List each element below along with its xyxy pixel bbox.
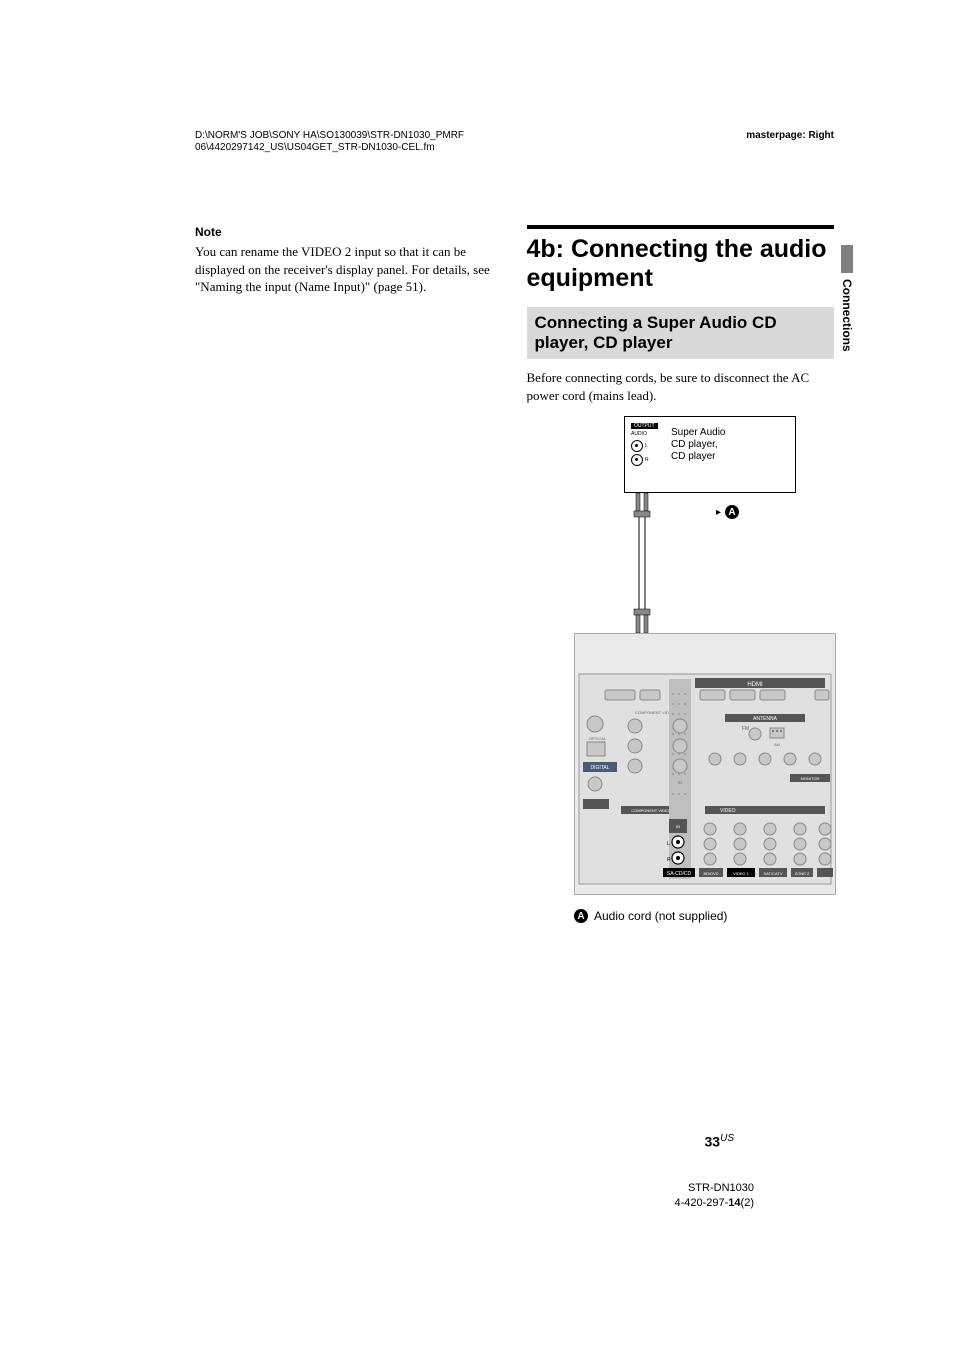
svg-text:ZONE 2: ZONE 2 (795, 871, 810, 876)
r-label: R (645, 457, 649, 463)
header-masterpage: masterpage: Right (746, 130, 834, 154)
page-number-value: 33 (705, 1134, 721, 1150)
header-path-line1: D:\NORM'S JOB\SONY HA\SO130039\STR-DN103… (195, 130, 464, 142)
device-name: Super Audio CD player, CD player (671, 427, 726, 463)
page-number: 33US (705, 1133, 734, 1150)
rca-jack-r-icon (631, 454, 643, 466)
lbl-hdmi: HDMI (747, 682, 763, 688)
rca-pair: L R (631, 439, 658, 467)
device-name-line1: Super Audio (671, 427, 726, 439)
subsection-box: Connecting a Super Audio CD player, CD p… (527, 307, 835, 360)
svg-text:COMPONENT VIDEO: COMPONENT VIDEO (631, 808, 671, 813)
header-path-line2: 06\4420297142_US\US04GET_STR-DN1030-CEL.… (195, 142, 464, 154)
svg-text:OPTICAL: OPTICAL (589, 736, 607, 741)
svg-text:BD/DVD: BD/DVD (703, 871, 718, 876)
l-label: L (645, 443, 648, 449)
svg-text:AM: AM (774, 742, 780, 747)
device-connector-panel: OUTPUT AUDIO L R (631, 423, 658, 467)
legend-row: A Audio cord (not supplied) (574, 909, 834, 923)
header-row: D:\NORM'S JOB\SONY HA\SO130039\STR-DN103… (195, 130, 834, 154)
footer-info: STR-DN1030 4-420-297-14(2) (674, 1181, 754, 1210)
rca-jack-l-icon (631, 440, 643, 452)
diagram-area: OUTPUT AUDIO L R Super Audio CD player, … (574, 416, 834, 923)
svg-text:VIDEO: VIDEO (720, 808, 736, 814)
side-tab-bar (841, 245, 853, 273)
callout-letter-a: A (725, 505, 739, 519)
device-name-line2: CD player, (671, 439, 726, 451)
svg-text:FM: FM (742, 726, 749, 732)
output-label: OUTPUT (631, 423, 658, 429)
page-container: D:\NORM'S JOB\SONY HA\SO130039\STR-DN103… (0, 0, 954, 1350)
footer-docnum: 4-420-297-14(2) (674, 1196, 754, 1210)
svg-text:IN: IN (676, 824, 680, 829)
content-columns: Note You can rename the VIDEO 2 input so… (195, 225, 834, 923)
audio-label: AUDIO (631, 431, 658, 437)
footer-model: STR-DN1030 (674, 1181, 754, 1195)
svg-text:VIDEO 1: VIDEO 1 (733, 871, 750, 876)
legend-letter-a: A (574, 909, 588, 923)
svg-text:ANTENNA: ANTENNA (753, 716, 778, 722)
subsection-title: Connecting a Super Audio CD player, CD p… (535, 313, 827, 354)
audio-cable-icon (632, 493, 662, 633)
note-body: You can rename the VIDEO 2 input so that… (195, 243, 503, 296)
callout-arrow-icon: ▸ (716, 507, 721, 518)
svg-text:IN: IN (678, 780, 682, 785)
legend-text: Audio cord (not supplied) (594, 909, 727, 923)
device-name-line3: CD player (671, 451, 726, 463)
svg-text:SA-CD/CD: SA-CD/CD (667, 871, 692, 877)
svg-text:COMPONENT VIDEO: COMPONENT VIDEO (635, 710, 675, 715)
side-tab-label: Connections (840, 279, 854, 352)
right-column: 4b: Connecting the audio equipment Conne… (527, 225, 835, 923)
footer-docnum-bold: 14 (728, 1197, 740, 1209)
svg-text:MONITOR: MONITOR (801, 776, 820, 781)
left-column: Note You can rename the VIDEO 2 input so… (195, 225, 503, 923)
section-title: 4b: Connecting the audio equipment (527, 225, 835, 293)
svg-text:L: L (667, 841, 670, 847)
note-heading: Note (195, 225, 503, 239)
side-tab: Connections (840, 245, 854, 352)
page-number-suffix: US (720, 1133, 734, 1144)
callout-a: ▸ A (716, 505, 739, 519)
audio-cable-segment: ▸ A (632, 493, 650, 633)
footer-docnum-suffix: (2) (741, 1197, 754, 1209)
receiver-rear-panel: HDMI ANTENNA FM AM (574, 633, 836, 895)
cd-player-device-box: OUTPUT AUDIO L R Super Audio CD player, … (624, 416, 796, 493)
receiver-panel-icon: HDMI ANTENNA FM AM (575, 634, 835, 894)
intro-text: Before connecting cords, be sure to disc… (527, 369, 835, 404)
svg-text:R: R (667, 857, 671, 863)
svg-text:SAT/CATV: SAT/CATV (764, 871, 783, 876)
footer-docnum-prefix: 4-420-297- (674, 1197, 728, 1209)
header-left: D:\NORM'S JOB\SONY HA\SO130039\STR-DN103… (195, 130, 464, 154)
svg-text:DIGITAL: DIGITAL (590, 765, 609, 771)
